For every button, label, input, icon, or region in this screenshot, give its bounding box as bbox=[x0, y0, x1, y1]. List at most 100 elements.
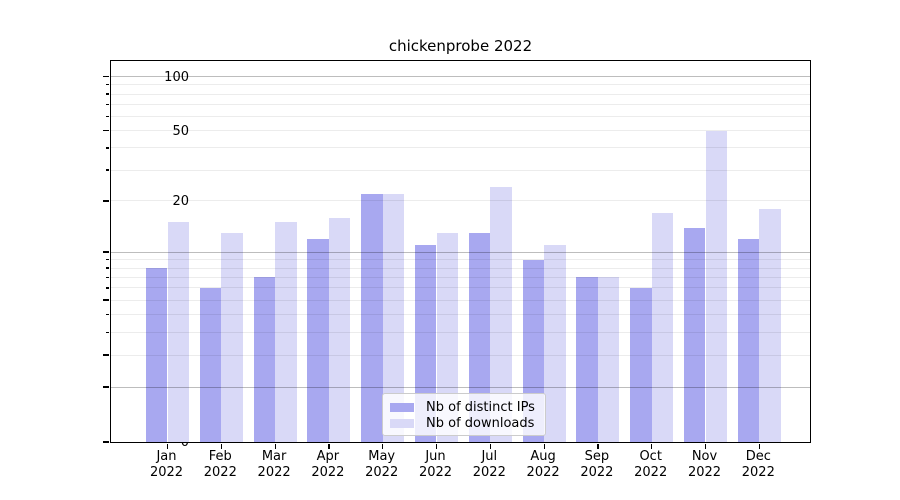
y-tick-mark-minor bbox=[106, 93, 109, 95]
bar-distinct-ips bbox=[468, 233, 491, 442]
y-tick-label: 50 bbox=[172, 123, 189, 139]
x-tick-mark bbox=[704, 444, 707, 449]
y-tick-mark bbox=[103, 441, 109, 443]
x-tick-year: 2022 bbox=[472, 465, 506, 480]
y-tick-mark bbox=[103, 129, 109, 132]
x-tick-year: 2022 bbox=[580, 465, 614, 480]
y-tick-mark-minor bbox=[106, 169, 109, 171]
x-tick-month: Jun bbox=[425, 449, 446, 464]
bar-downloads bbox=[597, 277, 620, 442]
x-tick-mark bbox=[651, 444, 653, 449]
y-tick-mark bbox=[103, 200, 109, 202]
x-tick-label: May 2022 bbox=[352, 449, 412, 481]
plot-area: Nb of distinct IPs Nb of downloads bbox=[103, 60, 811, 449]
y-tick-mark bbox=[103, 386, 109, 388]
bar-downloads bbox=[651, 213, 674, 442]
x-tick-year: 2022 bbox=[203, 465, 237, 480]
x-tick-year: 2022 bbox=[149, 465, 184, 480]
bar-distinct-ips bbox=[145, 268, 168, 442]
x-tick-year: 2022 bbox=[311, 465, 345, 480]
legend-swatch-downloads bbox=[390, 418, 414, 428]
x-tick-mark bbox=[166, 444, 169, 449]
y-tick-mark bbox=[103, 251, 109, 253]
bar-downloads bbox=[759, 208, 781, 442]
x-tick-label: Aug 2022 bbox=[513, 449, 573, 481]
x-tick-year: 2022 bbox=[634, 465, 668, 480]
x-tick-year: 2022 bbox=[365, 465, 399, 480]
x-tick-mark bbox=[328, 444, 330, 449]
y-tick-mark-minor bbox=[106, 115, 109, 117]
x-tick-mark bbox=[489, 444, 491, 449]
x-tick-label: Dec 2022 bbox=[728, 449, 788, 481]
legend-label-downloads: Nb of downloads bbox=[426, 415, 535, 431]
bar-downloads bbox=[382, 193, 405, 442]
y-tick-label: 100 bbox=[164, 69, 189, 85]
bar-distinct-ips bbox=[414, 245, 437, 442]
x-tick-month: Feb bbox=[208, 449, 232, 464]
legend-item-downloads: Nb of downloads bbox=[390, 415, 537, 431]
bar-distinct-ips bbox=[361, 193, 383, 442]
x-tick-month: Dec bbox=[745, 449, 771, 464]
x-tick-label: Oct 2022 bbox=[621, 449, 681, 481]
bar-downloads bbox=[275, 222, 297, 442]
bar-downloads bbox=[490, 187, 512, 442]
x-tick-label: Jun 2022 bbox=[406, 449, 466, 481]
y-tick-mark-minor bbox=[106, 276, 109, 278]
bar-downloads bbox=[544, 245, 566, 442]
x-tick-month: Jan bbox=[156, 449, 177, 464]
x-tick-year: 2022 bbox=[687, 465, 722, 480]
bar-distinct-ips bbox=[630, 287, 652, 442]
y-tick-mark-minor bbox=[106, 331, 109, 333]
y-tick-mark bbox=[103, 75, 109, 78]
legend-swatch-distinct-ips bbox=[390, 402, 414, 412]
x-tick-label: Feb 2022 bbox=[190, 449, 250, 481]
y-tick-mark bbox=[103, 299, 109, 301]
x-tick-mark bbox=[382, 444, 384, 449]
bar-distinct-ips bbox=[737, 238, 760, 442]
x-tick-year: 2022 bbox=[418, 465, 453, 480]
x-tick-year: 2022 bbox=[257, 465, 291, 480]
x-tick-mark bbox=[758, 444, 760, 449]
legend-label-distinct-ips: Nb of distinct IPs bbox=[426, 399, 535, 415]
x-tick-mark bbox=[274, 444, 276, 449]
x-tick-label: Jan 2022 bbox=[137, 449, 197, 481]
y-tick-label: 20 bbox=[172, 193, 189, 209]
bar-downloads bbox=[221, 233, 243, 442]
x-tick-month: Oct bbox=[639, 449, 662, 464]
x-tick-label: Nov 2022 bbox=[675, 449, 735, 481]
x-tick-mark bbox=[543, 444, 545, 449]
x-tick-mark bbox=[597, 444, 599, 449]
x-tick-label: Apr 2022 bbox=[298, 449, 358, 481]
legend: Nb of distinct IPs Nb of downloads bbox=[382, 393, 546, 436]
x-tick-mark bbox=[220, 444, 222, 449]
bar-downloads bbox=[167, 222, 190, 442]
y-tick-mark-minor bbox=[106, 287, 109, 289]
bar-distinct-ips bbox=[576, 277, 598, 442]
x-tick-year: 2022 bbox=[741, 465, 775, 480]
y-tick-label: 0 bbox=[180, 435, 189, 450]
y-tick-mark-minor bbox=[106, 147, 109, 149]
x-tick-month: Aug bbox=[530, 449, 556, 464]
y-tick-mark-minor bbox=[106, 259, 109, 261]
y-tick-mark bbox=[103, 354, 109, 356]
x-tick-label: Mar 2022 bbox=[244, 449, 304, 481]
bar-downloads bbox=[436, 233, 459, 442]
x-tick-month: Mar bbox=[261, 449, 287, 464]
y-tick-mark-minor bbox=[106, 267, 109, 269]
x-tick-mark bbox=[435, 444, 438, 449]
bar-downloads bbox=[705, 130, 728, 442]
x-tick-label: Jul 2022 bbox=[459, 449, 519, 481]
bars-layer bbox=[111, 61, 810, 442]
y-tick-mark-minor bbox=[106, 84, 109, 86]
y-tick-mark-minor bbox=[106, 313, 109, 316]
chart-title: chickenprobe 2022 bbox=[388, 37, 533, 55]
legend-item-distinct-ips: Nb of distinct IPs bbox=[390, 399, 537, 415]
x-tick-month: Sep bbox=[584, 449, 610, 464]
bar-downloads bbox=[328, 217, 351, 442]
bar-distinct-ips bbox=[307, 238, 329, 442]
bar-distinct-ips bbox=[253, 277, 276, 442]
x-tick-month: Jul bbox=[481, 449, 498, 464]
y-tick-mark-minor bbox=[106, 103, 109, 105]
x-tick-month: May bbox=[368, 449, 396, 464]
